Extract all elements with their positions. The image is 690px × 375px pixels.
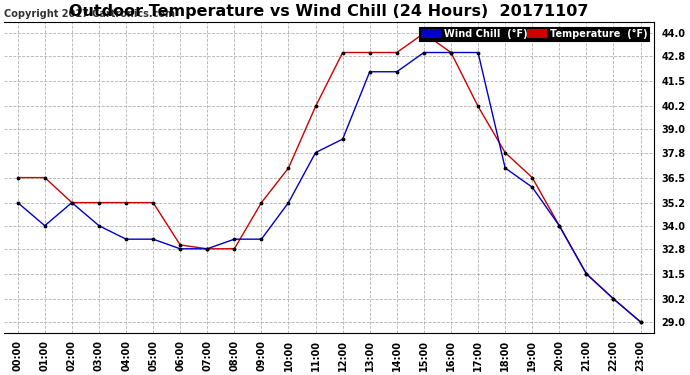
Title: Outdoor Temperature vs Wind Chill (24 Hours)  20171107: Outdoor Temperature vs Wind Chill (24 Ho… <box>70 4 589 19</box>
Text: Copyright 2017 Cartronics.com: Copyright 2017 Cartronics.com <box>4 9 175 19</box>
Legend: Wind Chill  (°F), Temperature  (°F): Wind Chill (°F), Temperature (°F) <box>420 27 649 40</box>
